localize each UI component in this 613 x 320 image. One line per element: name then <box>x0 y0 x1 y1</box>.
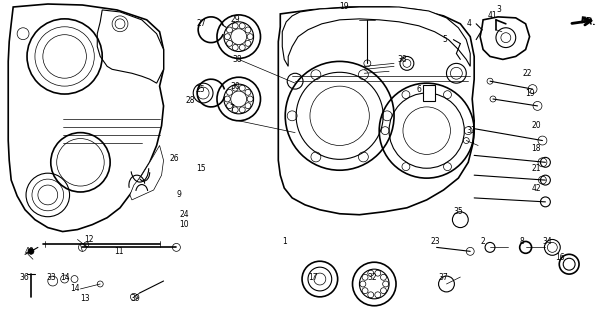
Circle shape <box>541 197 550 207</box>
Text: 39: 39 <box>130 294 140 303</box>
Text: 27: 27 <box>196 19 206 28</box>
Text: 38: 38 <box>397 55 406 64</box>
Text: 38: 38 <box>233 55 242 64</box>
Polygon shape <box>278 7 474 215</box>
Text: 33: 33 <box>47 273 56 282</box>
Text: 14: 14 <box>70 284 80 293</box>
Text: 18: 18 <box>531 144 541 153</box>
Text: 36: 36 <box>19 273 29 282</box>
Text: 37: 37 <box>438 273 448 282</box>
Text: 32: 32 <box>367 273 377 282</box>
Text: 24: 24 <box>180 210 189 219</box>
Text: 9: 9 <box>177 190 181 199</box>
Text: 13: 13 <box>80 294 90 303</box>
Text: 17: 17 <box>308 273 318 282</box>
Text: 21: 21 <box>531 164 541 173</box>
Text: 8: 8 <box>520 237 525 246</box>
Text: 7: 7 <box>229 104 234 113</box>
Text: 3: 3 <box>496 5 501 14</box>
Text: 1: 1 <box>282 237 287 246</box>
Text: 23: 23 <box>431 237 440 246</box>
Polygon shape <box>8 4 164 232</box>
Text: 29: 29 <box>231 15 240 24</box>
Text: 4: 4 <box>466 19 471 28</box>
Polygon shape <box>130 146 164 200</box>
FancyBboxPatch shape <box>423 85 435 101</box>
Polygon shape <box>480 17 530 60</box>
Text: 31: 31 <box>466 126 476 135</box>
Text: 10: 10 <box>180 220 189 229</box>
Text: 12: 12 <box>85 235 94 244</box>
Text: 15: 15 <box>196 164 206 173</box>
Text: 41: 41 <box>488 12 498 20</box>
Circle shape <box>541 175 550 185</box>
Polygon shape <box>282 7 470 66</box>
Text: 26: 26 <box>169 154 179 163</box>
Text: FR.: FR. <box>579 16 596 28</box>
Polygon shape <box>97 10 164 83</box>
Text: 14: 14 <box>61 273 70 282</box>
Circle shape <box>541 157 550 167</box>
Circle shape <box>28 248 34 254</box>
Text: 35: 35 <box>454 207 463 216</box>
Text: 42: 42 <box>531 184 541 193</box>
Text: 16: 16 <box>555 253 565 262</box>
Text: 34: 34 <box>543 237 552 246</box>
Text: 40: 40 <box>25 247 35 256</box>
Text: 20: 20 <box>531 121 541 130</box>
Text: 5: 5 <box>443 35 447 44</box>
Text: 2: 2 <box>480 237 485 246</box>
Text: 19: 19 <box>525 89 535 98</box>
Text: 22: 22 <box>523 69 532 78</box>
Text: 19: 19 <box>340 3 349 12</box>
Text: 11: 11 <box>114 247 124 256</box>
Text: 28: 28 <box>185 96 195 106</box>
Circle shape <box>520 242 531 253</box>
Text: 6: 6 <box>417 84 422 93</box>
Text: 30: 30 <box>231 82 240 91</box>
Text: 25: 25 <box>195 84 205 93</box>
